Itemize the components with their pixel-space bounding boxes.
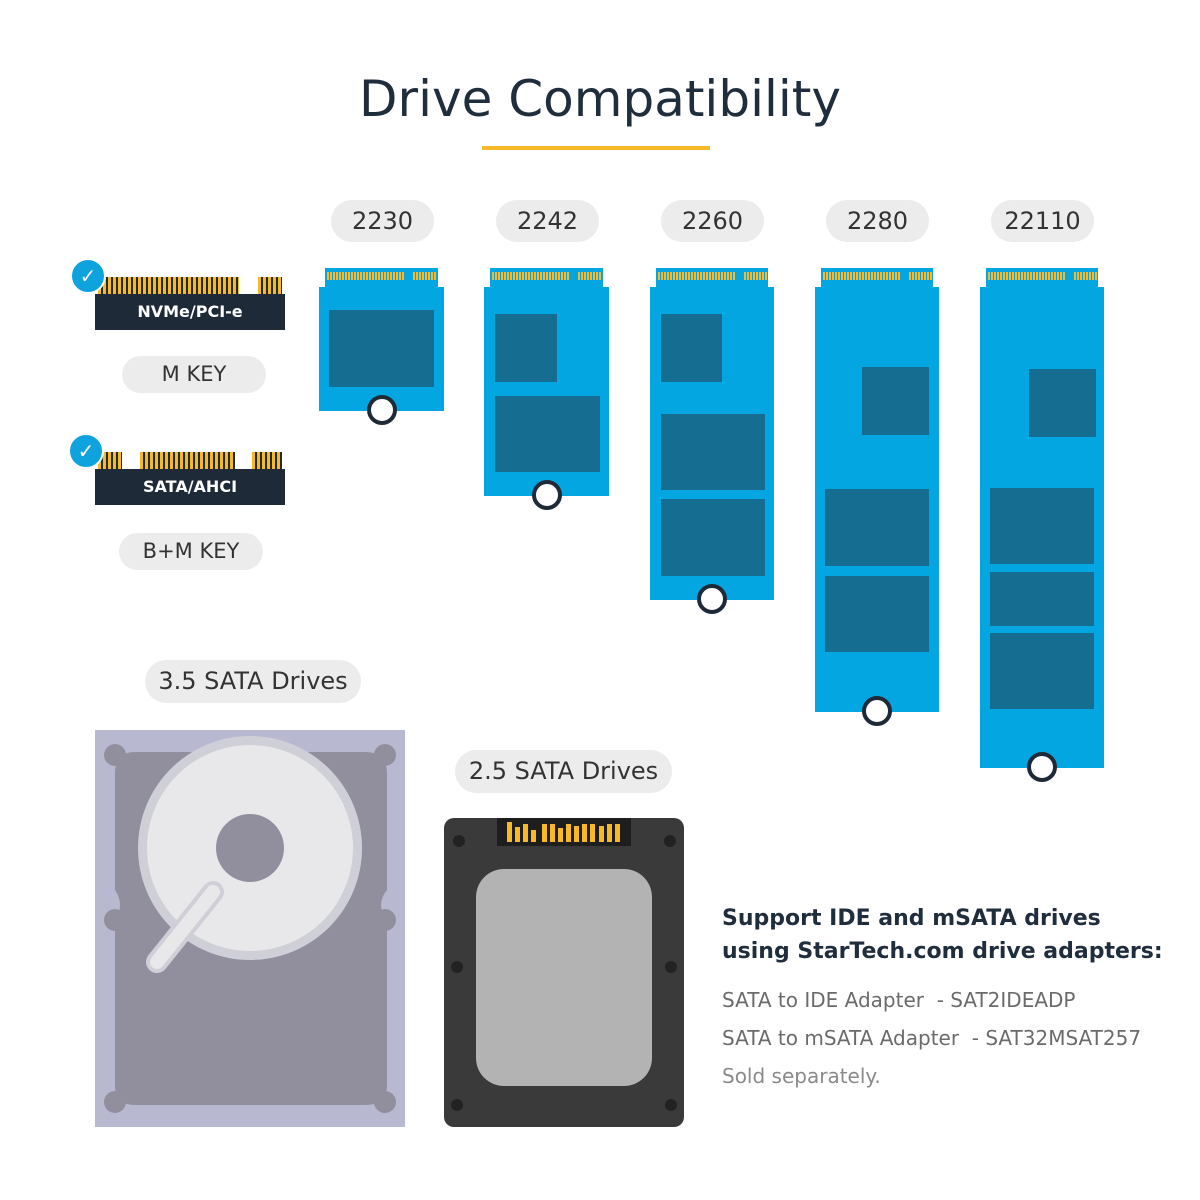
size-label-2242: 2242 [496,200,599,242]
check-icon: ✓ [68,433,104,469]
m2-card-2260 [650,268,774,614]
sata-interface-bar: SATA/AHCI [95,469,285,505]
m-key-connector-pins [95,277,285,294]
size-label-2230: 2230 [331,200,434,242]
size-label-22110: 22110 [991,200,1094,242]
m2-card-22110 [980,268,1104,782]
check-icon: ✓ [70,258,106,294]
adapter-item-ide: SATA to IDE Adapter - SAT2IDEADP [722,988,1076,1012]
bm-key-connector-pins [95,452,285,469]
adapters-heading-line1: Support IDE and mSATA drives [722,906,1101,931]
ssd-illustration [444,818,684,1127]
hdd-label: 3.5 SATA Drives [145,660,361,703]
bm-key-label: B+M KEY [119,533,263,570]
m2-card-2280 [815,268,939,726]
title-underline [482,146,710,150]
m-key-label: M KEY [122,356,266,393]
adapters-heading-line2: using StarTech.com drive adapters: [722,939,1163,964]
m2-card-2242 [484,268,609,510]
ssd-label: 2.5 SATA Drives [455,750,672,793]
m2-card-2230 [319,268,444,425]
adapter-item-msata: SATA to mSATA Adapter - SAT32MSAT257 [722,1026,1142,1050]
size-label-2280: 2280 [826,200,929,242]
size-label-2260: 2260 [661,200,764,242]
sold-separately-note: Sold separately. [722,1064,881,1088]
page-title: Drive Compatibility [359,70,841,128]
nvme-interface-bar: NVMe/PCI-e [95,294,285,330]
adapters-heading: Support IDE and mSATA drives using StarT… [722,902,1163,968]
hdd-illustration [95,730,405,1127]
